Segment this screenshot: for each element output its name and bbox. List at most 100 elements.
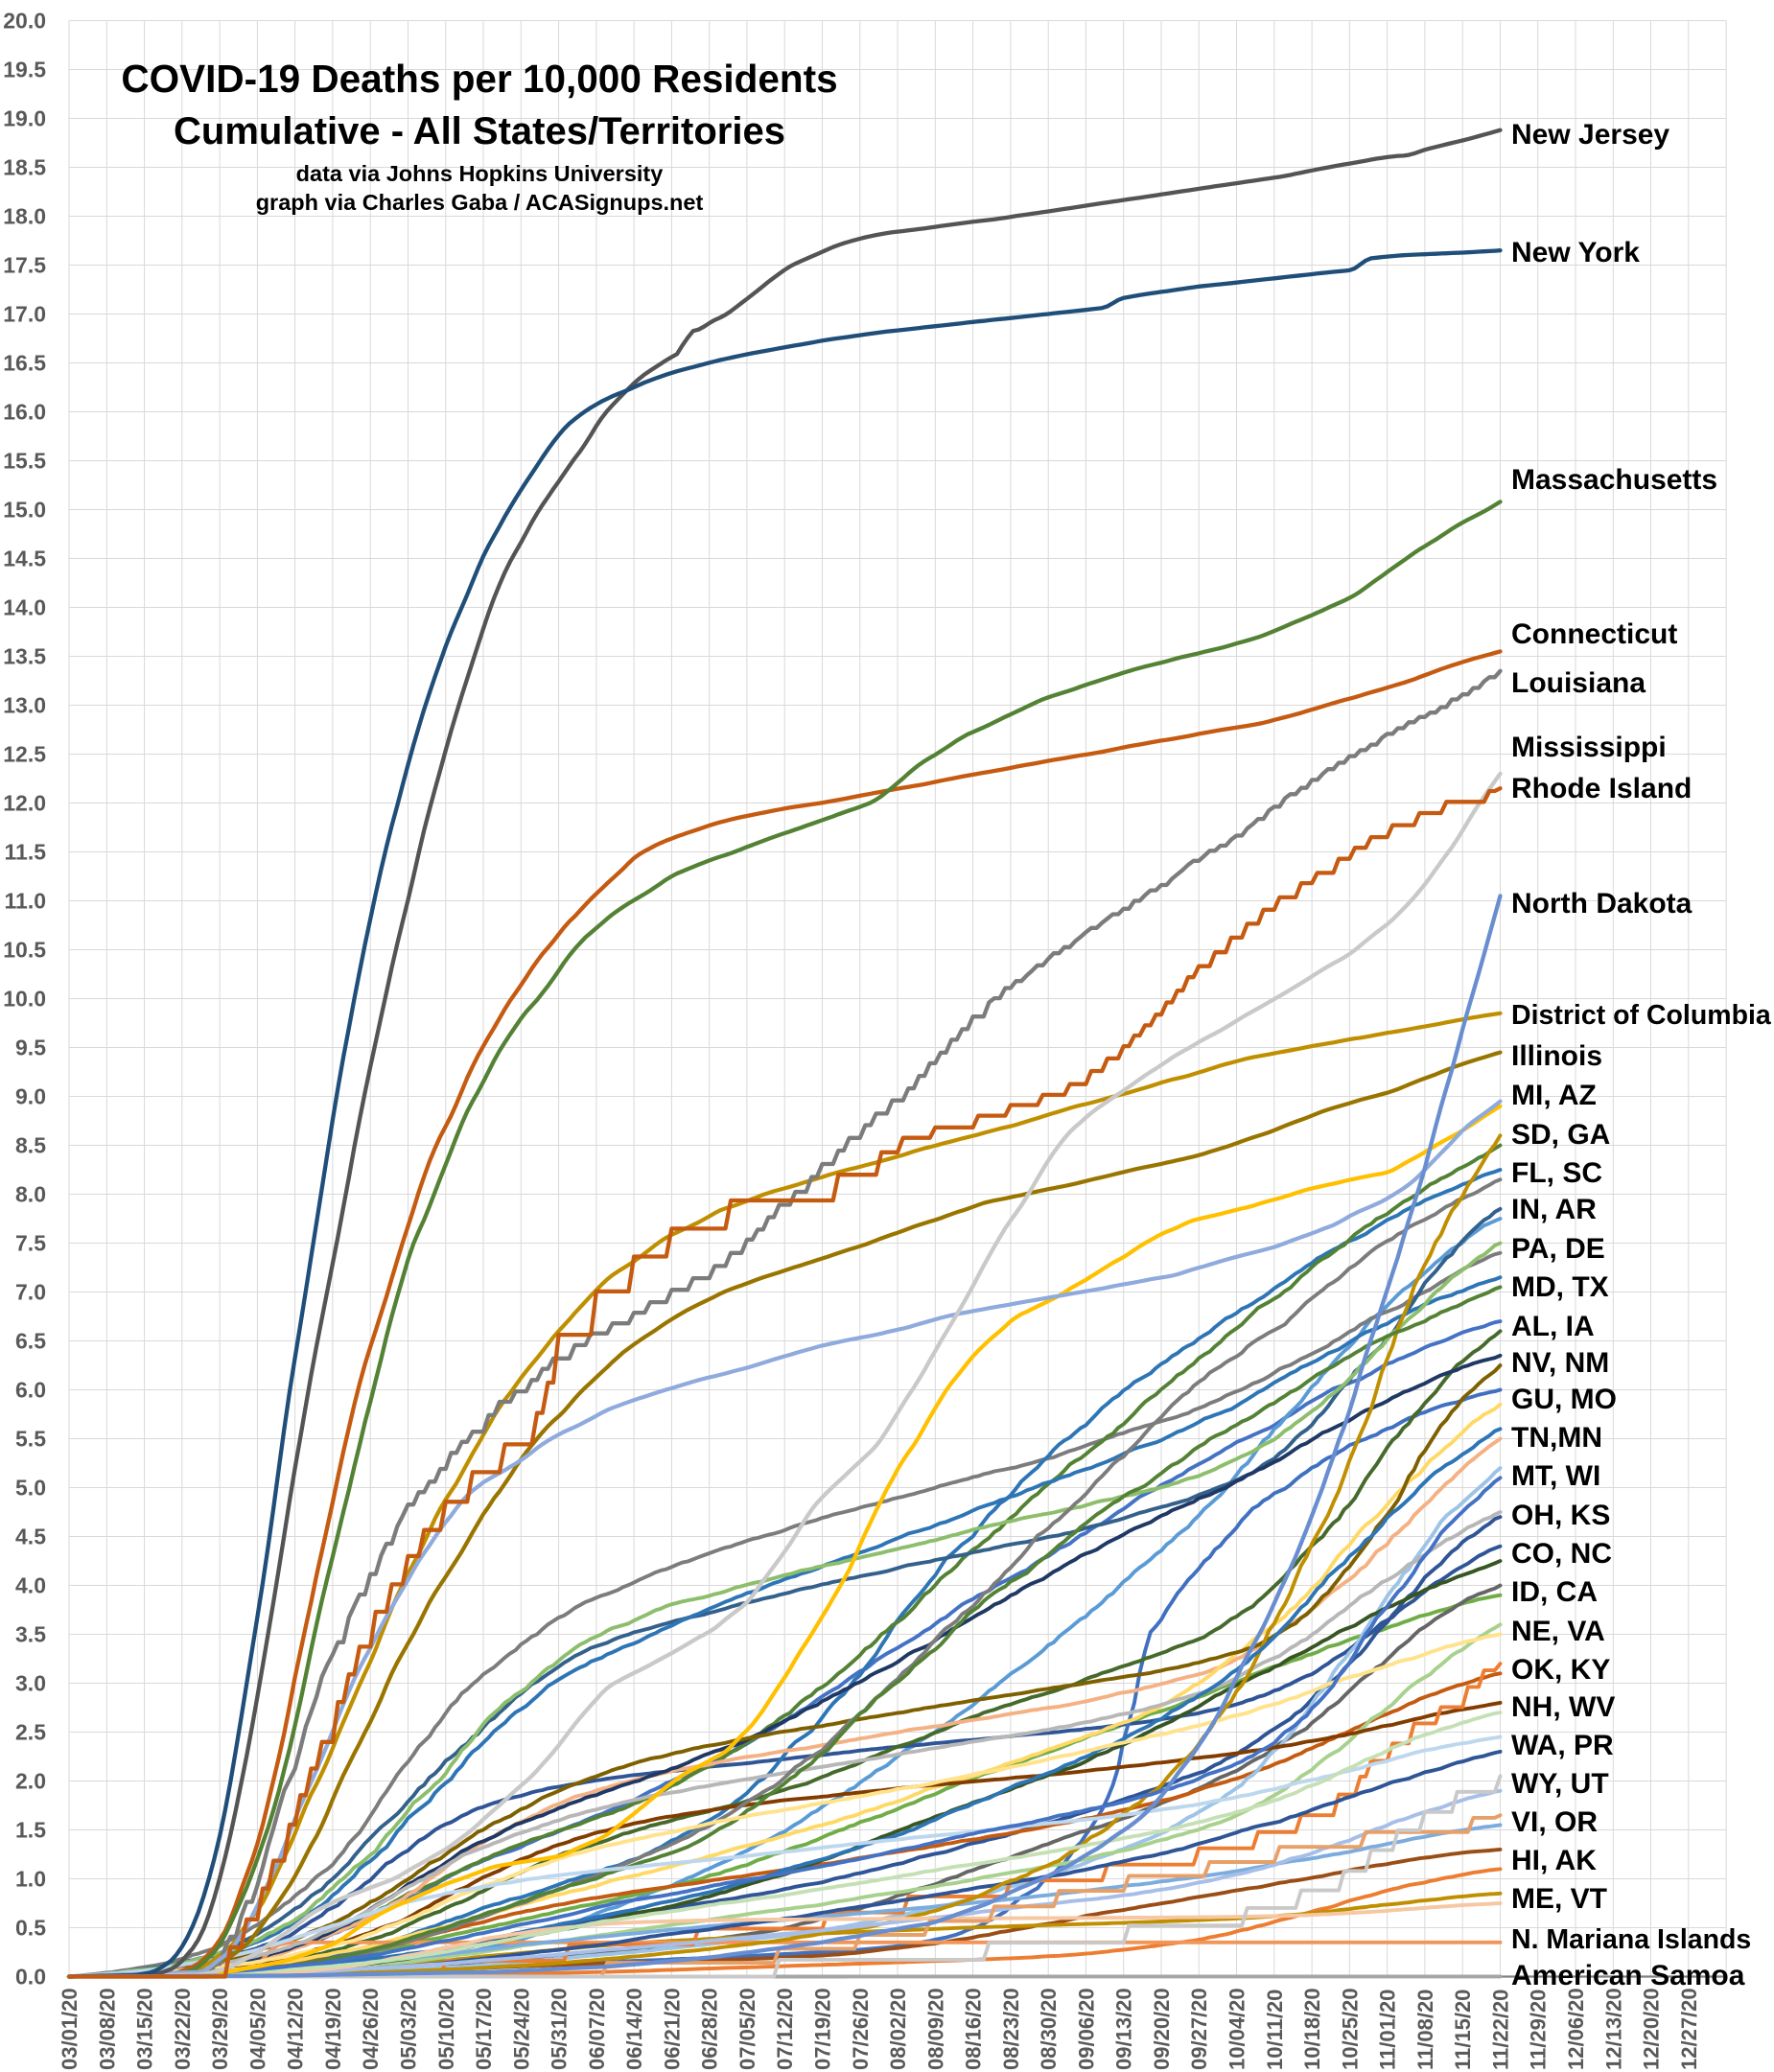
svg-text:11/08/20: 11/08/20 [1413,1990,1437,2070]
svg-text:8.5: 8.5 [15,1133,46,1158]
svg-text:New York: New York [1511,237,1640,268]
svg-text:15.0: 15.0 [3,498,46,523]
svg-text:Mississippi: Mississippi [1511,732,1667,763]
svg-text:WA, PR: WA, PR [1511,1730,1614,1761]
svg-text:6.0: 6.0 [15,1378,46,1403]
svg-text:12/20/20: 12/20/20 [1640,1988,1664,2070]
svg-text:MI, AZ: MI, AZ [1511,1080,1597,1111]
svg-text:Cumulative - All States/Territ: Cumulative - All States/Territories [174,110,785,152]
svg-text:FL, SC: FL, SC [1511,1157,1602,1189]
svg-text:11/01/20: 11/01/20 [1376,1990,1400,2070]
svg-text:ID, CA: ID, CA [1511,1576,1598,1608]
svg-text:03/15/20: 03/15/20 [133,1988,157,2070]
svg-text:9.0: 9.0 [15,1084,46,1109]
svg-text:07/12/20: 07/12/20 [773,1988,797,2070]
svg-text:GU, MO: GU, MO [1511,1384,1617,1415]
svg-text:2.5: 2.5 [15,1720,46,1745]
svg-text:VI, OR: VI, OR [1511,1806,1598,1838]
svg-text:05/03/20: 05/03/20 [397,1988,421,2070]
svg-text:09/27/20: 09/27/20 [1187,1988,1211,2070]
svg-text:05/17/20: 05/17/20 [472,1988,496,2070]
svg-text:4.5: 4.5 [15,1525,46,1549]
svg-text:10.5: 10.5 [3,938,46,963]
svg-text:2.0: 2.0 [15,1769,46,1794]
svg-text:9.5: 9.5 [15,1036,46,1060]
svg-text:12/27/20: 12/27/20 [1677,1988,1701,2070]
svg-text:PA, DE: PA, DE [1511,1233,1605,1265]
svg-text:4.0: 4.0 [15,1573,46,1598]
svg-text:03/22/20: 03/22/20 [171,1988,195,2070]
svg-text:14.0: 14.0 [3,595,46,620]
svg-text:7.5: 7.5 [15,1231,46,1256]
svg-text:TN,MN: TN,MN [1511,1422,1602,1454]
svg-text:09/06/20: 09/06/20 [1074,1988,1098,2070]
svg-text:08/23/20: 08/23/20 [999,1988,1023,2070]
svg-text:American Samoa: American Samoa [1511,1960,1745,1991]
svg-text:Louisiana: Louisiana [1511,667,1646,699]
svg-text:03/01/20: 03/01/20 [58,1988,82,2070]
svg-text:North Dakota: North Dakota [1511,888,1692,920]
svg-text:OH, KS: OH, KS [1511,1500,1610,1531]
svg-text:12/06/20: 12/06/20 [1564,1988,1588,2070]
svg-text:17.0: 17.0 [3,302,46,327]
svg-text:17.5: 17.5 [3,253,46,278]
svg-text:10/25/20: 10/25/20 [1338,1988,1362,2070]
svg-text:Rhode Island: Rhode Island [1511,773,1692,804]
svg-text:3.0: 3.0 [15,1671,46,1696]
svg-text:Connecticut: Connecticut [1511,618,1677,650]
svg-text:MD, TX: MD, TX [1511,1271,1609,1303]
svg-text:04/26/20: 04/26/20 [359,1988,383,2070]
svg-text:5.5: 5.5 [15,1427,46,1452]
svg-text:AL, IA: AL, IA [1511,1311,1595,1342]
svg-text:08/02/20: 08/02/20 [886,1988,910,2070]
svg-text:OK, KY: OK, KY [1511,1654,1610,1686]
svg-text:15.5: 15.5 [3,449,46,474]
svg-text:COVID-19 Deaths per 10,000 Res: COVID-19 Deaths per 10,000 Residents [121,57,837,101]
svg-text:07/19/20: 07/19/20 [811,1988,835,2070]
svg-text:04/05/20: 04/05/20 [245,1988,269,2070]
svg-text:1.0: 1.0 [15,1867,46,1892]
svg-text:11/22/20: 11/22/20 [1489,1990,1513,2070]
svg-text:District of Columbia: District of Columbia [1511,1000,1772,1031]
svg-text:08/16/20: 08/16/20 [962,1988,986,2070]
svg-text:20.0: 20.0 [3,9,46,34]
svg-text:06/21/20: 06/21/20 [660,1988,684,2070]
svg-text:data via Johns Hopkins Univers: data via Johns Hopkins University [296,161,664,186]
svg-text:18.0: 18.0 [3,204,46,229]
svg-text:18.5: 18.5 [3,155,46,180]
svg-text:11.5: 11.5 [5,840,47,865]
svg-text:10/04/20: 10/04/20 [1225,1988,1249,2070]
svg-text:3.5: 3.5 [15,1622,46,1647]
svg-text:09/20/20: 09/20/20 [1150,1988,1174,2070]
svg-text:ME, VT: ME, VT [1511,1883,1607,1915]
svg-text:SD, GA: SD, GA [1511,1119,1610,1151]
svg-text:1.5: 1.5 [15,1818,46,1843]
svg-text:19.5: 19.5 [3,58,46,82]
svg-text:03/29/20: 03/29/20 [208,1988,232,2070]
svg-text:13.0: 13.0 [3,693,46,718]
svg-text:07/26/20: 07/26/20 [849,1988,873,2070]
svg-text:12.0: 12.0 [3,791,46,816]
svg-text:12/13/20: 12/13/20 [1601,1988,1625,2070]
svg-text:6.5: 6.5 [15,1329,46,1354]
svg-text:0.5: 0.5 [15,1916,46,1941]
svg-text:N. Mariana Islands: N. Mariana Islands [1511,1924,1751,1955]
svg-text:0.0: 0.0 [15,1965,46,1990]
svg-text:04/19/20: 04/19/20 [321,1988,345,2070]
svg-text:10.0: 10.0 [3,987,46,1012]
svg-text:Massachusetts: Massachusetts [1511,464,1717,496]
svg-text:07/05/20: 07/05/20 [735,1988,759,2070]
svg-text:graph via Charles Gaba / ACASi: graph via Charles Gaba / ACASignups.net [256,190,704,215]
svg-text:05/10/20: 05/10/20 [434,1988,458,2070]
svg-text:03/08/20: 03/08/20 [95,1988,119,2070]
svg-text:11.0: 11.0 [5,889,47,914]
svg-text:New Jersey: New Jersey [1511,119,1669,151]
svg-text:CO, NC: CO, NC [1511,1538,1612,1570]
svg-text:NE, VA: NE, VA [1511,1616,1605,1647]
svg-text:16.5: 16.5 [3,351,46,376]
svg-text:7.0: 7.0 [15,1280,46,1305]
svg-text:IN, AR: IN, AR [1511,1194,1597,1225]
svg-text:14.5: 14.5 [3,547,46,571]
svg-text:09/13/20: 09/13/20 [1112,1988,1136,2070]
svg-text:8.0: 8.0 [15,1182,46,1207]
